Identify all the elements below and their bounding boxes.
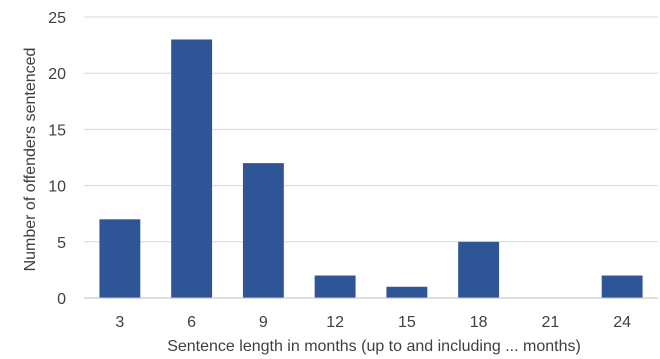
gridlines xyxy=(84,16,658,243)
bar-24 xyxy=(601,275,643,298)
bars xyxy=(99,39,643,298)
bar-15 xyxy=(386,286,428,298)
y-tick-label: 20 xyxy=(48,66,66,83)
y-tick-label: 5 xyxy=(57,235,66,252)
x-tick-label: 6 xyxy=(187,314,196,331)
bar-12 xyxy=(314,275,356,298)
bar-6 xyxy=(171,39,213,298)
x-tick-label: 12 xyxy=(326,314,344,331)
y-tick-label: 25 xyxy=(48,10,66,27)
x-tick-label: 21 xyxy=(541,314,559,331)
bar-18 xyxy=(458,241,500,298)
y-axis-tick-labels: 0 5 10 15 20 25 xyxy=(48,10,66,308)
y-tick-label: 0 xyxy=(57,291,66,308)
bar-3 xyxy=(99,219,141,298)
y-tick-label: 10 xyxy=(48,179,66,196)
x-tick-label: 24 xyxy=(613,314,631,331)
x-axis-title: Sentence length in months (up to and inc… xyxy=(167,338,581,355)
x-tick-label: 3 xyxy=(115,314,124,331)
x-tick-label: 15 xyxy=(398,314,416,331)
bar-9 xyxy=(242,163,284,298)
y-axis-title: Number of offenders sentenced xyxy=(22,48,39,272)
y-tick-label: 15 xyxy=(48,122,66,139)
x-axis-tick-labels: 3 6 9 12 15 18 21 24 xyxy=(115,314,631,331)
x-tick-label: 9 xyxy=(259,314,268,331)
x-tick-label: 18 xyxy=(470,314,488,331)
